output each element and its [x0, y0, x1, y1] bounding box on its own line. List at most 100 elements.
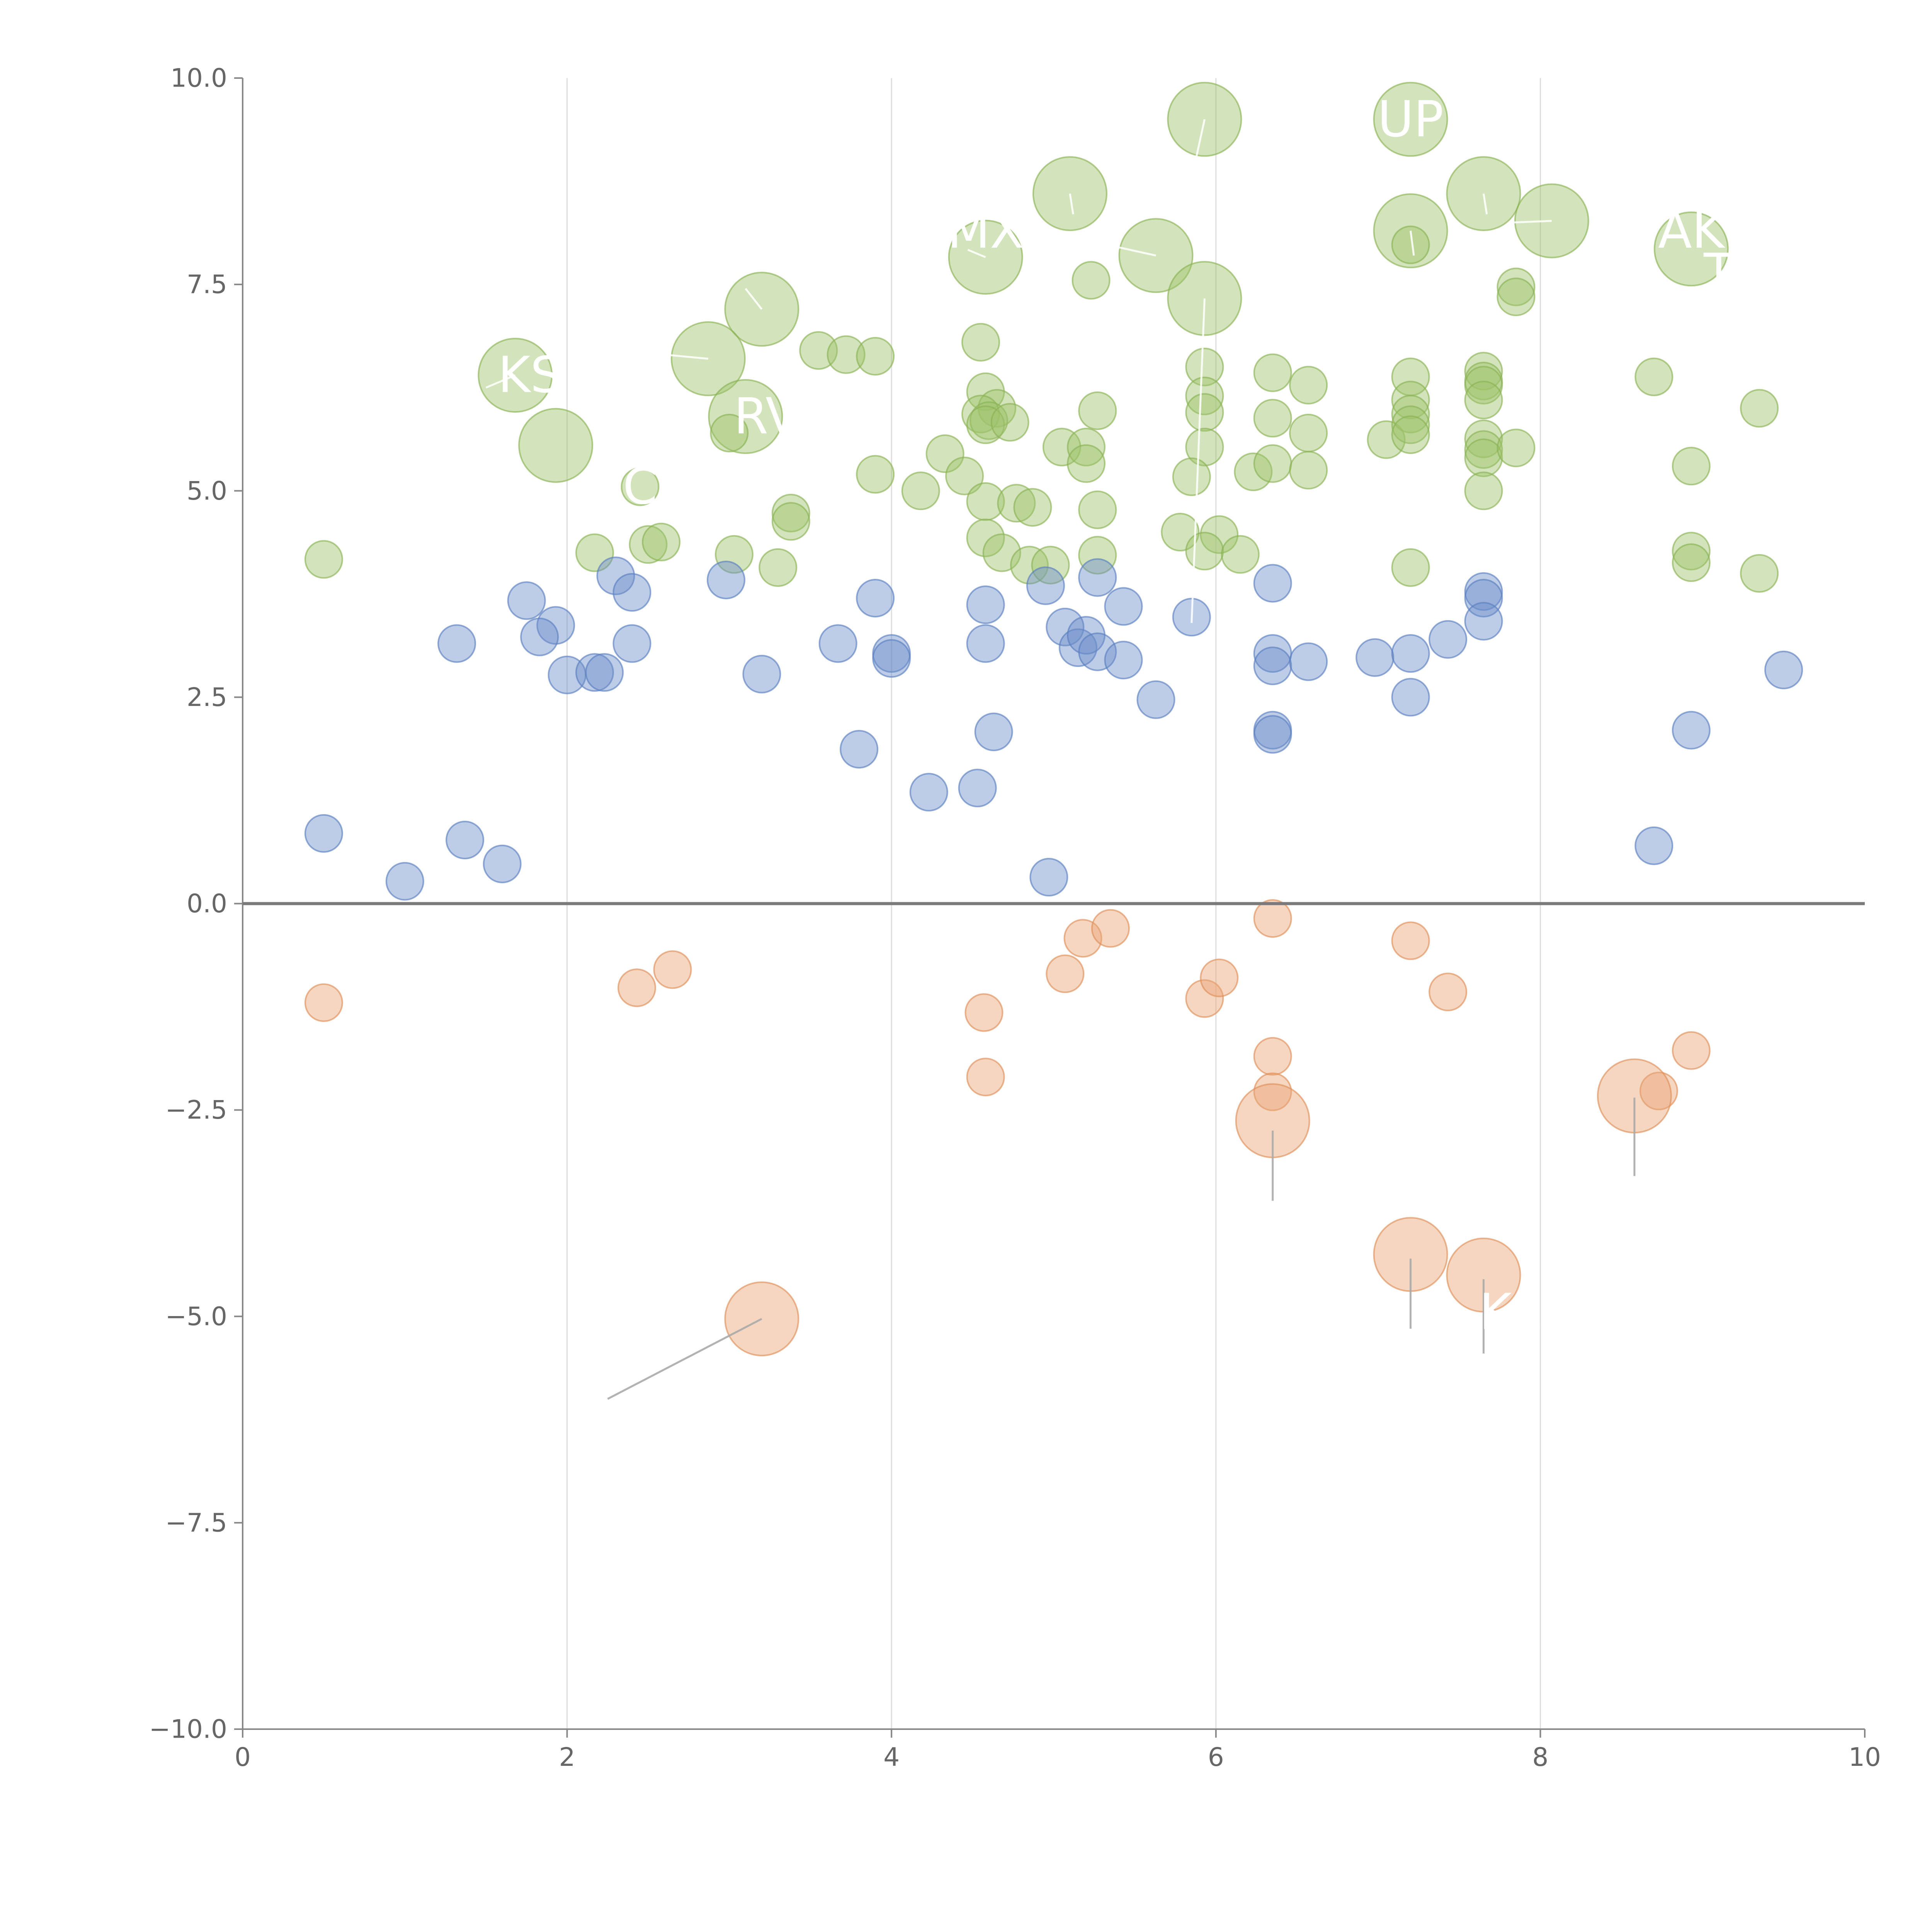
green-point-77: [1185, 532, 1224, 571]
x-tick-label: 8: [1532, 1742, 1548, 1772]
green-point-22: [961, 323, 1000, 362]
blue-point-3: [437, 624, 476, 663]
label-leader-lines: [485, 119, 1636, 1400]
green-point-46: [1391, 405, 1430, 444]
green-point-67: [1464, 471, 1503, 510]
leader-line-7: [1483, 193, 1488, 214]
green-point-0: [1167, 82, 1242, 157]
y-tick-label: 7.5: [187, 270, 227, 299]
blue-point-1: [536, 606, 575, 645]
blue-point-17: [966, 624, 1005, 663]
green-point-68: [621, 467, 660, 506]
blue-point-19: [1046, 607, 1085, 646]
green-point-58: [945, 456, 984, 495]
y-tick-label: 2.5: [187, 682, 227, 712]
blue-point-15: [872, 639, 911, 678]
green-point-74: [1078, 490, 1117, 529]
green-point-61: [1067, 444, 1105, 483]
green-point-12: [478, 338, 553, 413]
green-point-81: [1010, 546, 1049, 585]
leader-line-12: [967, 249, 986, 258]
green-point-14: [708, 379, 783, 454]
x-tick-label: 4: [883, 1742, 900, 1772]
blue-point-43: [974, 713, 1013, 752]
green-point-86: [629, 525, 668, 564]
x-tick-label: 2: [559, 1742, 575, 1772]
green-point-45: [1391, 395, 1430, 434]
x-tick-label: 10: [1849, 1742, 1881, 1772]
leader-line-6: [1069, 193, 1074, 214]
x-tick-label: 6: [1208, 1742, 1224, 1772]
green-point-55: [925, 434, 964, 473]
green-point-29: [1464, 366, 1503, 405]
blue-point-41: [1253, 715, 1292, 754]
blue-point-36: [1464, 602, 1503, 641]
green-point-62: [1185, 428, 1224, 466]
leader-line-9: [1410, 230, 1415, 256]
blue-point-52: [1634, 826, 1673, 865]
blue-point-48: [385, 862, 424, 901]
green-point-60: [1067, 428, 1105, 466]
green-point-3: [1446, 156, 1521, 231]
green-point-34: [961, 395, 1000, 434]
leader-line-0: [607, 1318, 762, 1400]
blue-point-38: [1391, 678, 1430, 717]
y-tick-label: −10.0: [149, 1714, 227, 1744]
orange-point-2: [653, 950, 692, 989]
blue-point-35: [1464, 579, 1503, 617]
point-label-up: UP: [1378, 90, 1444, 148]
green-point-1: [1373, 82, 1448, 157]
point-label-c: C: [623, 458, 657, 515]
green-point-31: [1740, 389, 1779, 428]
blue-point-9: [585, 653, 624, 692]
leader-line-14: [664, 354, 709, 360]
leader-line-11: [1118, 246, 1156, 257]
blue-point-0: [507, 581, 546, 620]
orange-point-5: [1046, 954, 1085, 993]
blue-point-24: [1104, 587, 1143, 626]
blue-point-13: [856, 579, 895, 617]
point-labels: UP MX AKT KS RV C KE: [498, 90, 1734, 1341]
green-point-57: [901, 471, 940, 510]
green-point-7: [1118, 218, 1194, 293]
blue-point-5: [612, 573, 651, 612]
green-point-69: [771, 493, 810, 532]
blue-point-46: [958, 769, 997, 808]
green-point-30: [1634, 357, 1673, 396]
blue-point-12: [818, 624, 857, 663]
green-point-15: [1391, 225, 1430, 264]
green-point-10: [1167, 261, 1242, 336]
green-point-24: [1253, 353, 1292, 392]
green-point-89: [759, 548, 798, 587]
green-point-52: [1497, 429, 1536, 468]
y-tick-label: 5.0: [187, 476, 227, 506]
blue-point-18: [1026, 566, 1065, 605]
orange-point-7: [1091, 909, 1130, 948]
point-label-rv: RV: [734, 388, 799, 445]
blue-point-6: [612, 624, 651, 663]
point-label-ak: AK: [1658, 202, 1726, 260]
blue-point-29: [1253, 646, 1292, 685]
point-label-ks: KS: [498, 347, 561, 404]
x-tick-label: 0: [235, 1742, 251, 1772]
green-point-18: [1497, 277, 1536, 316]
leader-line-5: [1195, 119, 1206, 157]
green-point-87: [642, 522, 681, 561]
point-label-t: T: [1703, 243, 1734, 301]
green-point-91: [1672, 532, 1711, 571]
green-point-17: [1497, 267, 1536, 306]
green-point-2: [1032, 156, 1107, 231]
green-point-13: [518, 408, 594, 483]
blue-point-16: [966, 585, 1005, 624]
point-label-mx: MX: [947, 202, 1024, 260]
blue-point-8: [575, 653, 614, 692]
blue-point-33: [1429, 620, 1468, 659]
blue-point-50: [483, 844, 522, 883]
leader-line-8: [1511, 220, 1552, 224]
y-tick-label: −2.5: [165, 1095, 227, 1125]
blue-point-47: [304, 814, 343, 853]
green-point-50: [1464, 430, 1503, 469]
blue-point-2: [520, 617, 559, 656]
y-tick-label: 10.0: [170, 63, 227, 93]
